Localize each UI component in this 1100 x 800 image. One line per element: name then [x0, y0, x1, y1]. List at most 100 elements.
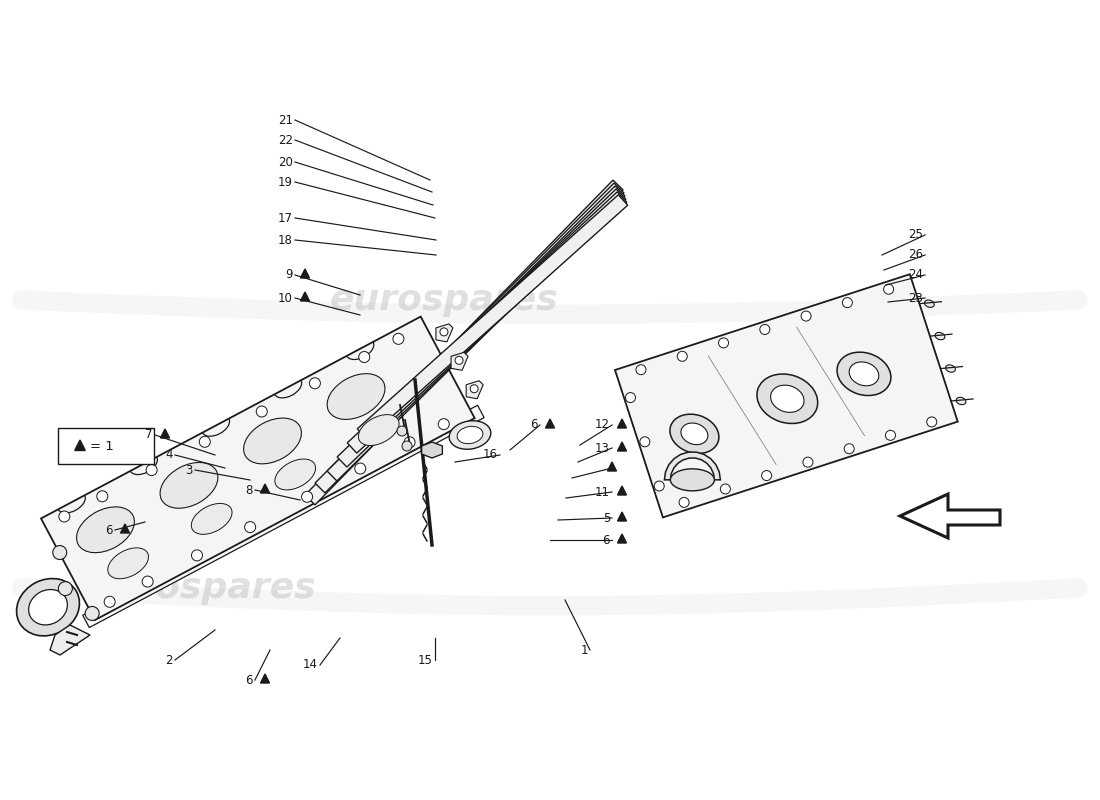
Text: 3: 3: [186, 463, 192, 477]
Ellipse shape: [956, 398, 966, 405]
Polygon shape: [617, 442, 627, 451]
Circle shape: [354, 463, 365, 474]
Circle shape: [761, 470, 771, 481]
Circle shape: [678, 351, 688, 362]
Text: eurospares: eurospares: [88, 571, 317, 605]
Circle shape: [104, 596, 116, 607]
Text: 15: 15: [418, 654, 433, 666]
Text: 25: 25: [909, 229, 923, 242]
Text: 4: 4: [165, 449, 173, 462]
Text: 6: 6: [603, 534, 611, 546]
Text: 2: 2: [165, 654, 173, 666]
Ellipse shape: [837, 352, 891, 395]
Text: 23: 23: [909, 291, 923, 305]
Ellipse shape: [670, 414, 719, 454]
Circle shape: [58, 511, 69, 522]
Polygon shape: [41, 317, 475, 620]
Ellipse shape: [359, 414, 399, 446]
Circle shape: [718, 338, 728, 348]
Polygon shape: [315, 183, 624, 493]
Circle shape: [199, 436, 210, 447]
Circle shape: [301, 491, 312, 502]
Circle shape: [470, 385, 478, 393]
Ellipse shape: [191, 503, 232, 534]
Ellipse shape: [161, 462, 218, 508]
Circle shape: [309, 378, 320, 389]
Circle shape: [438, 418, 449, 430]
Circle shape: [654, 481, 664, 491]
Circle shape: [640, 437, 650, 446]
Circle shape: [455, 356, 463, 364]
Polygon shape: [50, 625, 90, 655]
Polygon shape: [161, 429, 169, 438]
Polygon shape: [615, 274, 958, 518]
Circle shape: [844, 444, 855, 454]
Text: 11: 11: [595, 486, 610, 498]
Ellipse shape: [449, 421, 491, 450]
Circle shape: [397, 426, 407, 436]
Text: 13: 13: [595, 442, 610, 454]
Ellipse shape: [108, 548, 148, 578]
Text: 5: 5: [603, 511, 611, 525]
Circle shape: [636, 365, 646, 374]
Text: = 1: = 1: [90, 441, 113, 454]
Polygon shape: [75, 440, 86, 450]
Text: 21: 21: [278, 114, 293, 126]
Circle shape: [801, 311, 811, 321]
Polygon shape: [300, 269, 309, 278]
Ellipse shape: [243, 418, 301, 464]
Text: 7: 7: [145, 429, 153, 442]
Polygon shape: [617, 512, 627, 521]
Text: 24: 24: [908, 269, 923, 282]
Text: 18: 18: [278, 234, 293, 246]
Circle shape: [926, 417, 937, 427]
Circle shape: [440, 328, 448, 336]
Circle shape: [679, 498, 689, 507]
Text: 8: 8: [245, 483, 253, 497]
Ellipse shape: [935, 333, 945, 340]
Ellipse shape: [16, 578, 79, 636]
Circle shape: [85, 606, 99, 621]
Circle shape: [142, 576, 153, 587]
Text: eurospares: eurospares: [330, 283, 559, 317]
Text: 12: 12: [595, 418, 610, 431]
Text: 10: 10: [278, 291, 293, 305]
Text: 9: 9: [286, 269, 293, 282]
Circle shape: [760, 325, 770, 334]
Circle shape: [886, 430, 895, 440]
Polygon shape: [338, 189, 626, 467]
Circle shape: [97, 491, 108, 502]
Circle shape: [720, 484, 730, 494]
Polygon shape: [607, 462, 616, 471]
Circle shape: [146, 465, 157, 475]
Ellipse shape: [670, 469, 714, 491]
Circle shape: [393, 334, 404, 344]
Text: 20: 20: [278, 155, 293, 169]
Ellipse shape: [77, 507, 134, 553]
Ellipse shape: [275, 459, 316, 490]
Text: 22: 22: [278, 134, 293, 146]
Polygon shape: [466, 381, 483, 398]
Ellipse shape: [771, 385, 804, 412]
Ellipse shape: [681, 423, 708, 445]
Polygon shape: [121, 524, 130, 533]
Ellipse shape: [849, 362, 879, 386]
Polygon shape: [82, 406, 484, 627]
Circle shape: [626, 393, 636, 402]
Text: 16: 16: [483, 449, 498, 462]
Polygon shape: [261, 674, 270, 683]
Text: 26: 26: [908, 249, 923, 262]
Polygon shape: [300, 292, 309, 301]
Polygon shape: [617, 534, 627, 543]
Text: 6: 6: [245, 674, 253, 686]
Text: 19: 19: [278, 175, 293, 189]
Text: 6: 6: [106, 523, 113, 537]
Ellipse shape: [327, 374, 385, 419]
FancyBboxPatch shape: [58, 428, 154, 464]
Polygon shape: [358, 194, 628, 439]
Polygon shape: [546, 419, 554, 428]
Circle shape: [803, 457, 813, 467]
Circle shape: [244, 522, 255, 533]
Polygon shape: [617, 486, 627, 495]
Circle shape: [883, 284, 893, 294]
